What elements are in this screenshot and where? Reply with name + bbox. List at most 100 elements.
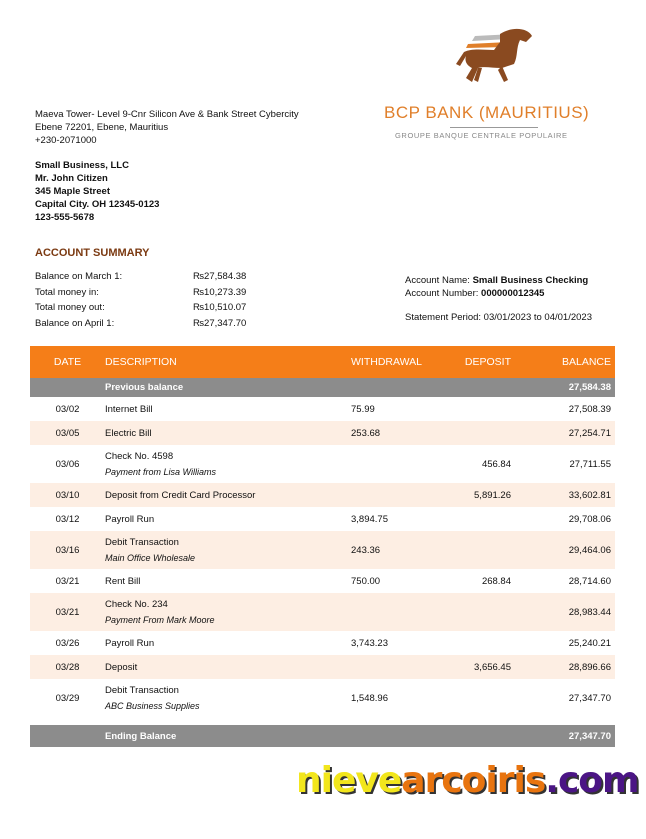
row-date: 03/12 xyxy=(55,513,80,525)
bank-subtitle: GROUPE BANQUE CENTRALE POPULAIRE xyxy=(395,131,568,140)
row-balance: 29,464.06 xyxy=(568,544,611,556)
row-balance: 33,602.81 xyxy=(568,489,611,501)
account-number: 000000012345 xyxy=(481,288,545,299)
summary-row: Total money in: ₨10,273.39 xyxy=(35,287,246,303)
row-description: Payroll Run xyxy=(105,638,351,649)
description-main: Payroll Run xyxy=(105,637,155,649)
description-main: Check No. 234 xyxy=(105,599,168,610)
row-balance: 27,711.55 xyxy=(569,458,611,470)
summary-row: Total money out: ₨10,510.07 xyxy=(35,302,246,318)
row-date: 03/10 xyxy=(55,489,80,501)
description-main: Deposit xyxy=(105,661,138,673)
row-balance: 27,254.71 xyxy=(568,427,611,439)
previous-balance-label: Previous balance xyxy=(105,382,184,393)
row-withdrawal: 75.99 xyxy=(351,403,375,415)
account-name-label: Account Name: xyxy=(405,275,470,286)
table-row: 03/26 Payroll Run 3,743.23 25,240.21 xyxy=(30,631,615,655)
previous-balance-row: Previous balance 27,584.38 xyxy=(30,378,615,397)
account-number-label: Account Number: xyxy=(405,288,479,299)
table-row: 03/02 Internet Bill 75.99 27,508.39 xyxy=(30,397,615,421)
description-main: Rent Bill xyxy=(105,575,141,587)
row-withdrawal: 3,743.23 xyxy=(351,637,388,649)
row-date: 03/06 xyxy=(55,458,80,470)
col-description: DESCRIPTION xyxy=(105,356,177,368)
row-balance: 25,240.21 xyxy=(568,637,611,649)
row-description: Electric Bill xyxy=(105,428,351,439)
summary-value: ₨10,273.39 xyxy=(193,286,247,298)
summary-label: Total money in: xyxy=(35,286,99,298)
row-description: Debit Transaction ABC Business Supplies xyxy=(105,685,351,711)
row-withdrawal: 3,894.75 xyxy=(351,513,388,525)
row-description: Check No. 234 Payment From Mark Moore xyxy=(105,599,351,625)
row-balance: 28,983.44 xyxy=(568,606,611,618)
divider xyxy=(450,127,538,128)
description-sub: Main Office Wholesale xyxy=(105,553,196,563)
description-main: Debit Transaction xyxy=(105,537,179,548)
row-description: Internet Bill xyxy=(105,404,351,415)
table-row: 03/06 Check No. 4598 Payment from Lisa Wi… xyxy=(30,445,615,483)
customer-line: Capital City. OH 12345-0123 xyxy=(35,199,160,210)
table-row: 03/16 Debit Transaction Main Office Whole… xyxy=(30,531,615,569)
bank-name: BCP BANK (MAURITIUS) xyxy=(384,103,590,122)
row-balance: 28,714.60 xyxy=(568,575,611,587)
row-description: Debit Transaction Main Office Wholesale xyxy=(105,537,351,563)
description-sub: Payment From Mark Moore xyxy=(105,615,215,625)
previous-balance-value: 27,584.38 xyxy=(568,382,611,393)
table-row: 03/05 Electric Bill 253.68 27,254.71 xyxy=(30,421,615,445)
description-main: Electric Bill xyxy=(105,427,152,439)
summary-value: ₨10,510.07 xyxy=(193,302,247,313)
summary-label: Total money out: xyxy=(35,302,105,313)
row-date: 03/21 xyxy=(55,575,80,587)
ending-balance-value: 27,347.70 xyxy=(568,730,611,742)
col-withdrawal: WITHDRAWAL xyxy=(351,356,422,368)
row-deposit: 3,656.45 xyxy=(474,661,511,673)
address-line: Ebene 72201, Ebene, Mauritius xyxy=(35,122,169,133)
summary-row: Balance on April 1: ₨27,347.70 xyxy=(35,318,246,334)
description-sub: ABC Business Supplies xyxy=(105,701,200,711)
row-date: 03/16 xyxy=(55,544,80,556)
summary-row: Balance on March 1: ₨27,584.38 xyxy=(35,271,246,287)
row-description: Rent Bill xyxy=(105,576,351,587)
table-header: DATE DESCRIPTION WITHDRAWAL DEPOSIT BALA… xyxy=(30,346,615,378)
col-date: DATE xyxy=(53,356,82,368)
row-deposit: 456.84 xyxy=(481,458,511,470)
row-withdrawal: 750.00 xyxy=(351,575,381,587)
table-row: 03/28 Deposit 3,656.45 28,896.66 xyxy=(30,655,615,679)
summary-value: ₨27,347.70 xyxy=(193,317,247,329)
row-description: Deposit from Credit Card Processor xyxy=(105,490,351,501)
customer-line: 345 Maple Street xyxy=(35,186,110,197)
description-main: Internet Bill xyxy=(105,403,153,415)
row-deposit: 268.84 xyxy=(481,575,511,587)
row-description: Deposit xyxy=(105,662,351,673)
table-row: 03/10 Deposit from Credit Card Processor… xyxy=(30,483,615,507)
customer-line: 123-555-5678 xyxy=(35,212,95,223)
col-balance: BALANCE xyxy=(561,356,611,368)
summary-value: ₨27,584.38 xyxy=(193,271,247,282)
customer-line: Small Business, LLC xyxy=(35,160,129,171)
account-summary: Balance on March 1: ₨27,584.38 Total money… xyxy=(35,271,246,333)
transactions-table: DATE DESCRIPTION WITHDRAWAL DEPOSIT BALA… xyxy=(30,346,615,747)
watermark-part: .com xyxy=(545,760,639,801)
description-sub: Payment from Lisa Williams xyxy=(105,467,216,477)
customer-address: Small Business, LLC Mr. John Citizen 345… xyxy=(35,159,159,224)
bank-address: Maeva Tower- Level 9-Cnr Silicon Ave & B… xyxy=(35,108,299,147)
description-main: Deposit from Credit Card Processor xyxy=(105,489,256,501)
row-date: 03/29 xyxy=(55,692,80,704)
table-row: 03/21 Rent Bill 750.00 268.84 28,714.60 xyxy=(30,569,615,593)
summary-title: ACCOUNT SUMMARY xyxy=(35,247,150,259)
description-main: Payroll Run xyxy=(105,513,155,525)
account-name: Small Business Checking xyxy=(472,275,589,286)
table-row: 03/12 Payroll Run 3,894.75 29,708.06 xyxy=(30,507,615,531)
ending-balance-row: Ending Balance 27,347.70 xyxy=(30,725,615,747)
row-description: Payroll Run xyxy=(105,514,351,525)
account-info: Account Name: Small Business Checking Ac… xyxy=(405,274,592,324)
address-line: Maeva Tower- Level 9-Cnr Silicon Ave & B… xyxy=(35,109,299,120)
watermark: nievearcoiris.com xyxy=(296,760,640,801)
customer-line: Mr. John Citizen xyxy=(35,173,108,184)
row-description: Check No. 4598 Payment from Lisa Williams xyxy=(105,451,351,477)
row-balance: 29,708.06 xyxy=(568,513,611,525)
row-deposit: 5,891.26 xyxy=(474,489,511,501)
description-main: Debit Transaction xyxy=(105,685,179,696)
address-line: +230-2071000 xyxy=(35,135,97,146)
